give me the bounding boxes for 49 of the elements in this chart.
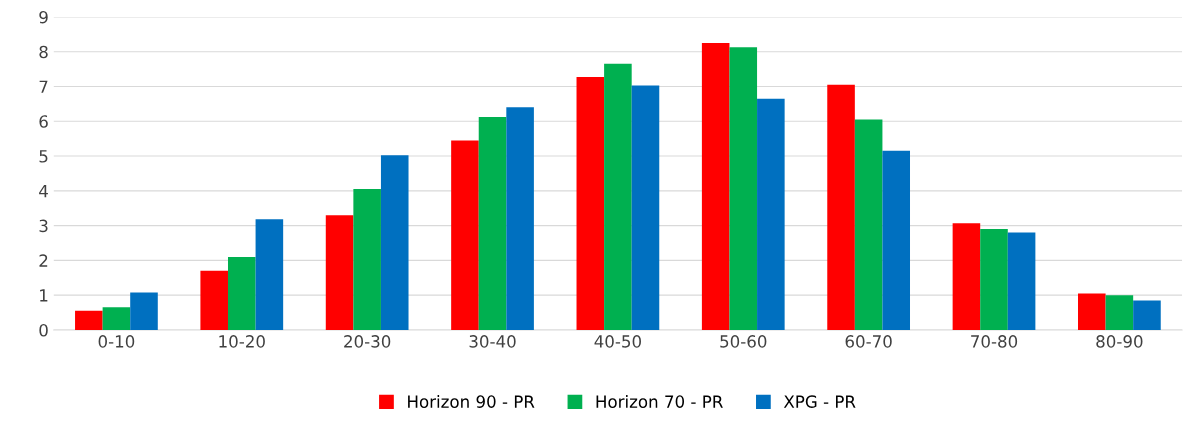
bar: [478, 117, 507, 330]
legend-label: Horizon 70 - PR: [596, 395, 723, 408]
bar: [854, 119, 883, 330]
x-tick-label: 30-40: [469, 335, 516, 348]
y-tick-label: 8: [39, 45, 48, 59]
x-tick-label: 10-20: [219, 335, 265, 348]
bar: [980, 229, 1008, 330]
x-tick-label: 0-10: [98, 335, 135, 348]
x-tick-label: 40-50: [594, 335, 641, 348]
y-tick-label: 3: [39, 219, 48, 233]
y-tick-label: 1: [40, 289, 48, 302]
bar: [227, 256, 256, 330]
x-tick-label: 60-70: [845, 335, 892, 348]
y-tick-label: 7: [39, 80, 48, 93]
bar: [75, 310, 103, 330]
y-tick-label: 4: [39, 185, 48, 198]
bar: [1105, 295, 1134, 330]
bar: [353, 189, 381, 330]
bar: [604, 63, 632, 330]
y-tick-label: 2: [39, 254, 48, 267]
y-tick-label: 5: [39, 150, 48, 163]
y-tick-label: 6: [39, 115, 48, 128]
y-tick-label: 9: [39, 10, 48, 24]
bar: [1133, 300, 1161, 330]
bar: [130, 292, 158, 330]
bar: [1078, 293, 1106, 330]
bar: [729, 47, 758, 330]
bar: [451, 140, 479, 330]
bar: [631, 85, 660, 330]
bar: [255, 219, 284, 330]
bar: [882, 150, 911, 330]
bar: [325, 215, 354, 330]
x-tick-label: 50-60: [720, 335, 767, 348]
x-tick-label: 80-90: [1096, 335, 1143, 348]
bar: [102, 307, 131, 330]
x-tick-label: 20-30: [344, 335, 391, 348]
bar: [952, 223, 981, 330]
bar: [506, 107, 534, 330]
bar: [380, 155, 409, 330]
legend-label: XPG - PR: [783, 395, 856, 408]
bar: [757, 98, 785, 330]
y-tick-label: 0: [39, 323, 48, 337]
bar: [200, 270, 228, 330]
bar: [701, 43, 730, 330]
bar: [1007, 232, 1036, 330]
bar: [827, 84, 855, 330]
legend-label: Horizon 90 - PR: [408, 395, 535, 408]
bar: [576, 77, 605, 330]
x-tick-label: 70-80: [971, 335, 1018, 348]
